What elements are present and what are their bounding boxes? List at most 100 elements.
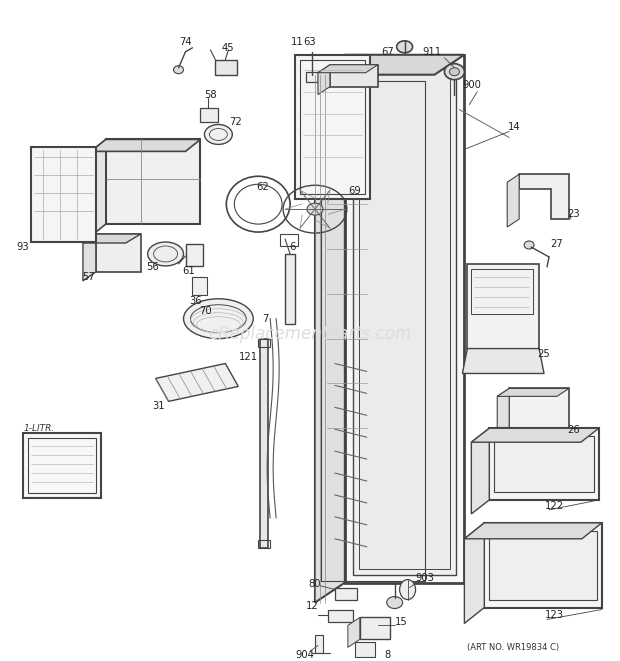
Text: 26: 26 (567, 425, 580, 435)
Bar (360, 617, 390, 639)
Polygon shape (91, 139, 106, 236)
Polygon shape (507, 175, 519, 227)
Bar (295, 55, 370, 199)
Text: 15: 15 (396, 617, 408, 627)
Polygon shape (156, 364, 238, 401)
Polygon shape (91, 139, 200, 151)
Bar (192, 277, 208, 295)
Text: 58: 58 (204, 90, 217, 100)
Bar (260, 338, 268, 548)
Bar (106, 139, 200, 224)
Bar (300, 59, 365, 194)
Text: 31: 31 (153, 401, 165, 411)
Polygon shape (83, 234, 141, 243)
Ellipse shape (397, 41, 412, 53)
Bar (355, 642, 374, 657)
Text: 93: 93 (17, 242, 30, 252)
Text: 80: 80 (309, 578, 321, 588)
Polygon shape (509, 389, 569, 438)
Bar (28, 438, 96, 493)
Ellipse shape (307, 203, 323, 215)
Text: 36: 36 (189, 295, 202, 306)
Ellipse shape (400, 580, 415, 600)
Ellipse shape (205, 124, 232, 144)
Bar (185, 244, 203, 266)
Ellipse shape (387, 597, 402, 609)
Ellipse shape (524, 241, 534, 249)
Text: 23: 23 (567, 209, 580, 219)
Polygon shape (464, 523, 484, 623)
Text: 6: 6 (289, 242, 295, 252)
Text: 57: 57 (82, 272, 95, 282)
Polygon shape (489, 428, 599, 500)
Text: 911: 911 (422, 47, 441, 57)
Text: 11: 11 (291, 37, 303, 47)
Polygon shape (467, 264, 539, 348)
Text: 70: 70 (199, 306, 212, 316)
Bar (23, 433, 101, 498)
Text: 61: 61 (182, 266, 195, 276)
Bar (330, 124, 356, 142)
Text: 27: 27 (551, 239, 564, 249)
Bar (327, 85, 369, 165)
Bar (258, 540, 270, 548)
Ellipse shape (174, 65, 184, 73)
Polygon shape (315, 55, 345, 603)
Polygon shape (484, 523, 602, 607)
Ellipse shape (184, 299, 253, 338)
Text: eReplacementParts.com: eReplacementParts.com (208, 325, 412, 342)
Bar (494, 436, 594, 492)
Polygon shape (463, 348, 544, 373)
Bar (359, 69, 450, 568)
Text: 123: 123 (544, 611, 564, 621)
Text: 121: 121 (239, 352, 258, 362)
Text: 56: 56 (146, 262, 159, 272)
Bar (489, 531, 597, 600)
Text: (ART NO. WR19834 C): (ART NO. WR19834 C) (467, 643, 559, 652)
Text: 69: 69 (348, 186, 361, 196)
Text: 63: 63 (304, 37, 316, 47)
Polygon shape (315, 55, 464, 75)
Bar (345, 55, 464, 582)
Text: 25: 25 (538, 348, 551, 358)
Bar (285, 254, 295, 324)
Polygon shape (471, 428, 599, 442)
Text: 8: 8 (384, 650, 391, 660)
Bar (328, 609, 353, 623)
Bar (353, 63, 456, 574)
Bar (330, 90, 366, 120)
Text: 12: 12 (306, 601, 318, 611)
Bar (200, 108, 218, 122)
Polygon shape (519, 175, 569, 219)
Ellipse shape (450, 67, 459, 76)
Polygon shape (464, 523, 602, 539)
Text: 62: 62 (256, 182, 268, 192)
Bar (306, 71, 318, 82)
Bar (96, 234, 141, 272)
Text: 74: 74 (179, 37, 192, 47)
Text: 67: 67 (381, 47, 394, 57)
Polygon shape (497, 389, 569, 397)
Bar (215, 59, 237, 75)
Text: 14: 14 (508, 122, 520, 132)
Text: 1-LITR.: 1-LITR. (23, 424, 55, 433)
Text: 72: 72 (229, 116, 242, 126)
Text: 122: 122 (544, 501, 564, 511)
Bar (258, 338, 270, 346)
Polygon shape (318, 65, 330, 95)
Polygon shape (318, 65, 378, 73)
Bar (330, 65, 378, 87)
Text: 900: 900 (462, 80, 480, 90)
Polygon shape (497, 389, 509, 446)
Bar (321, 81, 425, 580)
Ellipse shape (445, 63, 464, 80)
Ellipse shape (148, 242, 184, 266)
Bar (471, 269, 533, 314)
Text: 45: 45 (222, 43, 234, 53)
Bar (31, 147, 96, 242)
Text: 7: 7 (262, 314, 268, 324)
Bar (280, 234, 298, 246)
Text: 903: 903 (415, 572, 434, 582)
Polygon shape (83, 234, 96, 281)
Bar (335, 588, 356, 600)
